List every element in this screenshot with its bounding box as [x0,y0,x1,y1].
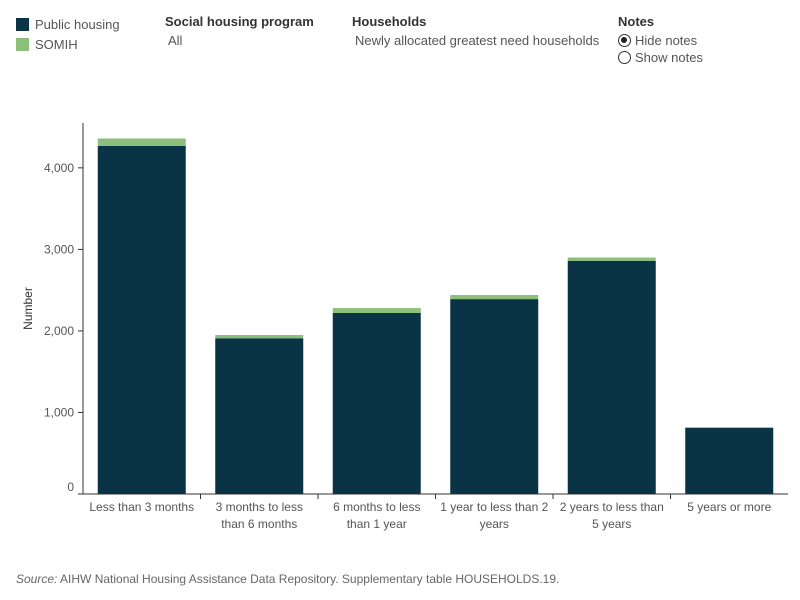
legend: Public housing SOMIH [16,14,120,54]
notes-filter-title: Notes [618,14,655,29]
x-tick-label: 2 years to less than [560,500,664,514]
somih-swatch [16,37,29,51]
households-filter-title: Households [352,14,427,29]
hide-notes-option[interactable]: Hide notes [618,32,703,49]
y-tick-label: 4,000 [44,161,74,175]
x-tick-label: than 6 months [221,517,297,531]
x-tick-label: Less than 3 months [89,500,194,514]
radio-selected-icon[interactable] [618,34,631,47]
x-tick-label: 1 year to less than 2 [440,500,548,514]
source-prefix: Source: [16,572,58,586]
y-tick-label: 3,000 [44,242,74,256]
y-tick-label: 2,000 [44,324,74,338]
households-filter[interactable]: Households Newly allocated greatest need… [352,14,599,48]
y-tick-label: 0 [67,480,74,494]
bar-somih [97,138,186,146]
bar-somih [215,335,304,339]
program-filter-value[interactable]: All [168,33,183,48]
show-notes-label: Show notes [635,50,703,65]
y-tick-label: 1,000 [44,405,74,419]
bar-somih [567,257,656,261]
legend-label: Public housing [35,16,120,32]
bar-public-housing [450,299,539,494]
x-tick-label: 6 months to less [333,500,420,514]
show-notes-option[interactable]: Show notes [618,49,703,66]
bar-public-housing [685,427,774,494]
notes-filter: Notes Hide notes Show notes [618,14,703,66]
x-tick-label: 5 years or more [687,500,771,514]
bar-public-housing [567,260,656,494]
bar-somih [332,308,421,313]
x-tick-label: 3 months to less [216,500,303,514]
source-text: AIHW National Housing Assistance Data Re… [57,572,560,586]
legend-item-somih[interactable]: SOMIH [16,34,120,54]
bar-public-housing [97,145,186,495]
x-tick-label: 5 years [592,517,631,531]
bar-somih [450,295,539,300]
x-tick-label: years [480,517,509,531]
bar-chart: 0 1,000 2,000 3,000 4,000 Number Less than 3 m… [21,123,788,531]
source-note: Source: AIHW National Housing Assistance… [16,572,559,586]
y-axis-label: Number [21,287,35,330]
radio-unselected-icon[interactable] [618,51,631,64]
program-filter[interactable]: Social housing program All [165,14,314,48]
households-filter-value[interactable]: Newly allocated greatest need households [355,33,600,48]
program-filter-title: Social housing program [165,14,314,29]
bar-public-housing [332,312,421,494]
bar-public-housing [215,338,304,494]
bar-somih [685,427,774,428]
hide-notes-label: Hide notes [635,33,698,48]
legend-item-public-housing[interactable]: Public housing [16,14,120,34]
legend-label: SOMIH [35,36,78,52]
x-tick-label: than 1 year [347,517,407,531]
public-housing-swatch [16,17,29,31]
